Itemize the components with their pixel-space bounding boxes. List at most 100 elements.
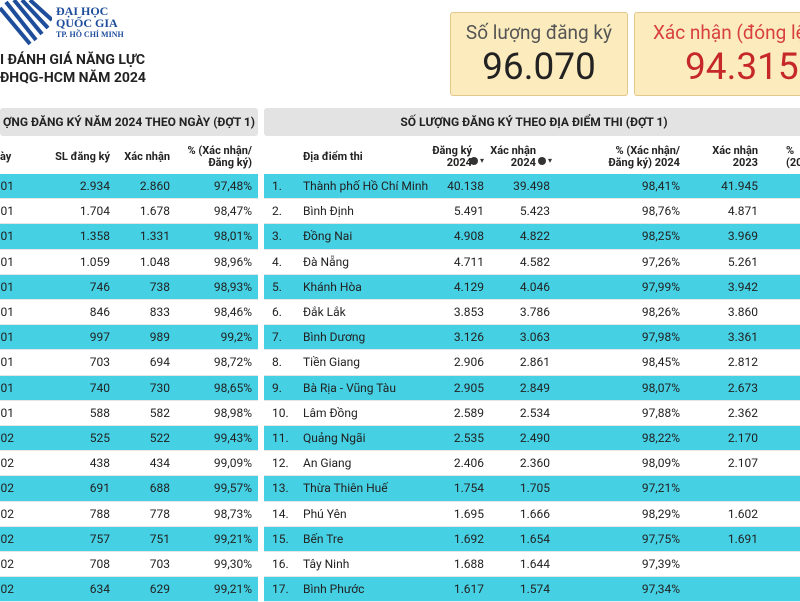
- page-title: I ĐÁNH GIÁ NĂNG LỰC: [0, 52, 146, 68]
- table-cell: 97,39%: [641, 557, 680, 571]
- table-row: [0, 300, 258, 326]
- table-cell: 99,43%: [213, 431, 252, 445]
- table-row: [0, 174, 258, 200]
- table-cell: 4.582: [519, 254, 550, 269]
- table-cell: 3.853: [453, 305, 484, 319]
- table-cell: 2.535: [453, 431, 484, 445]
- table-cell: Thừa Thiên Huế: [303, 481, 388, 496]
- table-cell: 1.704: [79, 204, 110, 219]
- table-cell: 2.905: [453, 380, 484, 395]
- table-cell: 2.360: [519, 456, 550, 471]
- table-cell: 3.: [272, 229, 282, 244]
- table-cell: 4.046: [519, 279, 550, 294]
- table-cell: 2.534: [519, 405, 550, 420]
- table-cell: 703: [149, 557, 170, 571]
- table-cell: 99,57%: [213, 481, 252, 496]
- table-cell: Tiền Giang: [303, 355, 361, 370]
- table-cell: 757: [89, 531, 110, 546]
- table-cell: /01: [0, 330, 14, 345]
- table-cell: Lâm Đồng: [303, 405, 358, 420]
- table-cell: 10.: [272, 405, 289, 420]
- table-cell: 14.: [272, 506, 289, 521]
- kpi-card: Xác nhận (đóng lệ 94.315: [634, 12, 800, 96]
- table-row: [264, 350, 800, 376]
- table-cell: 4.908: [453, 229, 484, 244]
- table-cell: 688: [149, 481, 170, 496]
- table-cell: /02: [0, 506, 14, 521]
- table-cell: 98,72%: [213, 355, 252, 370]
- table-cell: 582: [149, 405, 170, 420]
- table-cell: 1.331: [139, 229, 170, 244]
- table-row: [0, 426, 258, 452]
- table-cell: Phú Yên: [303, 506, 347, 521]
- table-cell: 740: [89, 380, 110, 395]
- table-cell: 3.860: [727, 305, 758, 319]
- table-row: [264, 526, 800, 552]
- table-cell: Bình Định: [303, 204, 354, 219]
- table-cell: 1.059: [79, 254, 110, 269]
- table-cell: An Giang: [303, 456, 352, 471]
- table-cell: 4.: [272, 254, 282, 269]
- table-cell: 1.654: [519, 531, 550, 546]
- table-cell: 522: [149, 431, 170, 445]
- table-cell: 691: [89, 481, 110, 496]
- table-cell: 525: [89, 431, 110, 445]
- logo-text: ĐẠI HỌC: [56, 4, 109, 18]
- table-cell: 98,41%: [641, 179, 680, 193]
- table-cell: 97,88%: [641, 405, 680, 420]
- table-cell: 2.934: [79, 179, 110, 193]
- table-cell: 98,46%: [213, 305, 252, 319]
- table-cell: 97,21%: [641, 481, 680, 496]
- table-cell: 1.688: [453, 557, 484, 571]
- table-cell: Đồng Nai: [303, 229, 353, 244]
- table-cell: 98,07%: [641, 380, 680, 395]
- table-cell: 2.673: [727, 380, 758, 395]
- table-cell: 98,76%: [641, 204, 680, 219]
- table-cell: 703: [89, 355, 110, 370]
- table-cell: 13.: [272, 481, 289, 496]
- table-row: [0, 325, 258, 351]
- table-cell: /01: [0, 305, 14, 319]
- table-cell: 708: [89, 557, 110, 571]
- table-cell: 1.358: [79, 229, 110, 244]
- table-row: [264, 426, 800, 452]
- column-header: ày: [0, 150, 12, 163]
- table-cell: 40.138: [447, 179, 484, 193]
- panel-title: SỐ LƯỢNG ĐĂNG KÝ THEO ĐỊA ĐIỂM THI (ĐỢT …: [264, 108, 800, 136]
- table-cell: 5.423: [519, 204, 550, 219]
- table-cell: 98,26%: [641, 305, 680, 319]
- table-cell: 39.498: [513, 179, 550, 193]
- table-cell: /01: [0, 229, 14, 244]
- table-row: [0, 451, 258, 477]
- table-cell: 99,09%: [213, 456, 252, 471]
- table-cell: 1.691: [727, 531, 758, 546]
- table-cell: 833: [149, 305, 170, 319]
- table-cell: /02: [0, 531, 14, 546]
- table-cell: 1.644: [519, 557, 550, 571]
- table-cell: 2.406: [453, 456, 484, 471]
- table-cell: 2.170: [727, 431, 758, 445]
- table-cell: 2.490: [519, 431, 550, 445]
- table-cell: 997: [89, 330, 110, 345]
- table-cell: 1.692: [453, 531, 484, 546]
- table-cell: 98,09%: [641, 456, 680, 471]
- table-row: [264, 174, 800, 200]
- table-cell: 41.945: [721, 179, 758, 193]
- table-cell: /01: [0, 254, 14, 269]
- table-cell: Bà Rịa - Vũng Tàu: [303, 380, 396, 395]
- table-cell: 746: [89, 279, 110, 294]
- table-row: [0, 501, 258, 527]
- table-cell: /01: [0, 279, 14, 294]
- table-cell: /01: [0, 204, 14, 219]
- table-cell: 778: [149, 506, 170, 521]
- table-cell: 97,99%: [641, 279, 680, 294]
- table-cell: 98,93%: [213, 279, 252, 294]
- table-cell: 738: [149, 279, 170, 294]
- kpi-label: Xác nhận (đóng lệ: [653, 21, 800, 44]
- table-cell: 98,29%: [641, 506, 680, 521]
- table-row: [0, 476, 258, 502]
- table-cell: 2.860: [139, 179, 170, 193]
- table-cell: 989: [149, 330, 170, 345]
- table-cell: 98,96%: [213, 254, 252, 269]
